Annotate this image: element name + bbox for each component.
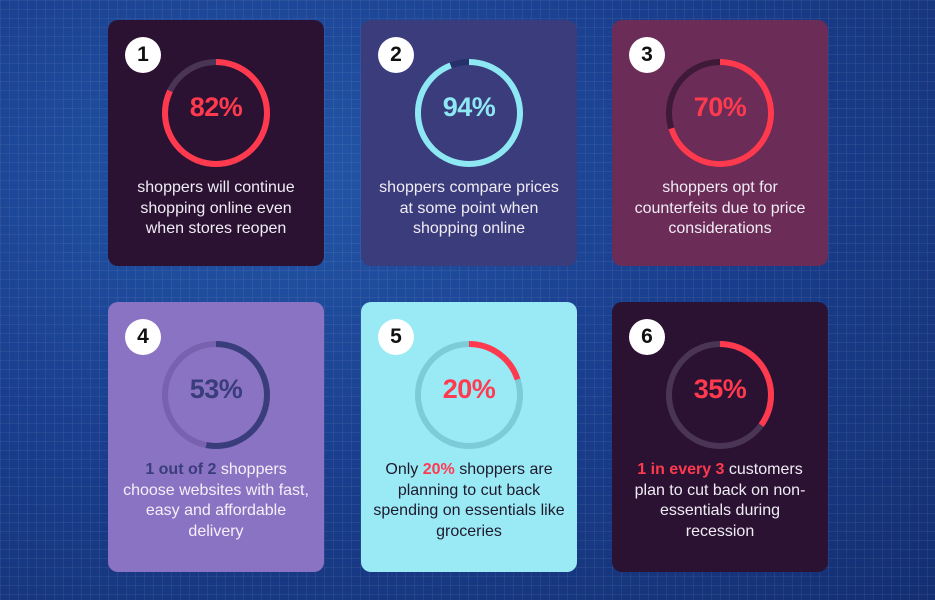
progress-ring (666, 59, 774, 167)
step-number-badge: 2 (378, 37, 414, 73)
step-number-badge: 3 (629, 37, 665, 73)
percent-value: 53% (189, 374, 243, 404)
stat-description: shoppers opt for counterfeits due to pri… (624, 178, 816, 240)
stat-description: Only 20% shoppers are planning to cut ba… (373, 460, 565, 542)
description-highlight: 1 in every 3 (637, 461, 725, 478)
description-text: customers plan to cut back on non-essent… (634, 461, 806, 540)
ring-progress (666, 59, 774, 167)
description-text: shoppers compare prices at some point wh… (379, 179, 559, 237)
description-text: shoppers are planning to cut back spendi… (373, 461, 565, 540)
stat-description: 1 out of 2 shoppers choose websites with… (120, 460, 312, 542)
stat-card: 5 20% Only 20% shoppers are planning to … (361, 302, 577, 572)
stat-description: shoppers compare prices at some point wh… (373, 178, 565, 240)
percent-value: 35% (693, 374, 747, 404)
progress-ring (415, 341, 523, 449)
stat-card: 3 70% shoppers opt for counterfeits due … (612, 20, 828, 266)
stat-description: 1 in every 3 customers plan to cut back … (624, 460, 816, 542)
step-number-badge: 1 (125, 37, 161, 73)
description-highlight: 1 out of 2 (145, 461, 217, 478)
ring-progress (415, 341, 523, 449)
progress-ring (415, 59, 523, 167)
progress-ring (162, 341, 270, 449)
step-number-badge: 4 (125, 319, 161, 355)
stat-card: 4 53% 1 out of 2 shoppers choose website… (108, 302, 324, 572)
stat-description: shoppers will continue shopping online e… (120, 178, 312, 240)
description-text: shoppers opt for counterfeits due to pri… (634, 179, 806, 237)
description-prefix: Only (385, 461, 423, 478)
description-highlight: 20% (422, 461, 455, 478)
percent-value: 82% (189, 92, 243, 122)
ring-progress (162, 341, 270, 449)
percent-value: 70% (693, 92, 747, 122)
ring-progress (162, 59, 270, 167)
percent-value: 20% (442, 374, 496, 404)
description-text: shoppers will continue shopping online e… (137, 179, 295, 237)
stat-card: 1 82% shoppers will continue shopping on… (108, 20, 324, 266)
ring-progress (415, 59, 523, 167)
step-number-badge: 6 (629, 319, 665, 355)
percent-value: 94% (442, 92, 496, 122)
stat-card: 6 35% 1 in every 3 customers plan to cut… (612, 302, 828, 572)
stat-card: 2 94% shoppers compare prices at some po… (361, 20, 577, 266)
step-number-badge: 5 (378, 319, 414, 355)
description-text: shoppers choose websites with fast, easy… (123, 461, 309, 540)
progress-ring (666, 341, 774, 449)
progress-ring (162, 59, 270, 167)
ring-progress (666, 341, 774, 449)
